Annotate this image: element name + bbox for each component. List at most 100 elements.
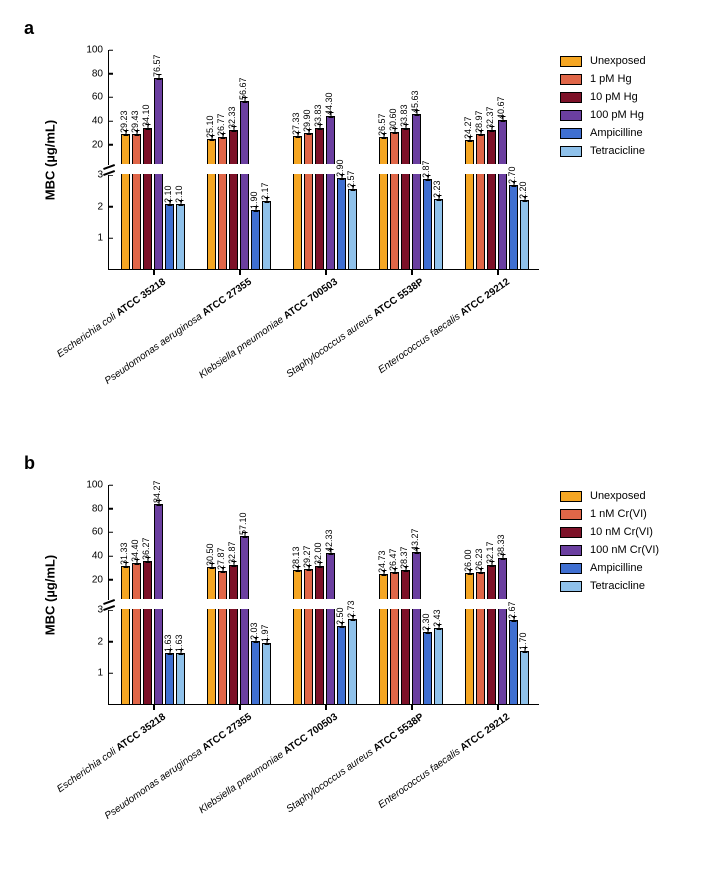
error-bar (352, 615, 353, 621)
bar: 2.87 (423, 179, 432, 270)
bar: 25.10 (207, 139, 216, 270)
y-tick: 100 (86, 480, 109, 491)
error-bar (502, 116, 503, 122)
bar: 2.90 (337, 178, 346, 270)
bar: 33.83 (315, 128, 324, 270)
bar-break-mask (379, 164, 388, 174)
error-bar (394, 568, 395, 574)
legend-swatch (560, 581, 582, 592)
legend-item: Tetracicline (560, 580, 659, 592)
error-bar (330, 549, 331, 555)
legend-label: Tetracicline (590, 145, 645, 157)
bar-break-mask (240, 599, 249, 609)
bar-break-mask (498, 164, 507, 174)
y-axis-title-a: MBC (µg/mL) (43, 120, 58, 200)
bar-break-mask (476, 599, 485, 609)
y-tick: 40 (92, 551, 109, 562)
error-bar (513, 181, 514, 187)
legend-item: 10 nM Cr(VI) (560, 526, 659, 538)
error-bar (416, 110, 417, 116)
bar-break-mask (326, 599, 335, 609)
bar: 2.30 (423, 632, 432, 705)
bar: 32.37 (487, 130, 496, 270)
panel-a: a MBC (µg/mL) 1232040608010029.2329.4334… (0, 0, 726, 435)
error-bar (255, 206, 256, 212)
error-bar (308, 129, 309, 135)
bar-break-mask (293, 164, 302, 174)
legend-item: Ampicilline (560, 562, 659, 574)
error-bar (297, 566, 298, 572)
error-bar (491, 126, 492, 132)
error-bar (211, 135, 212, 141)
bar-break-mask (293, 599, 302, 609)
error-bar (341, 622, 342, 628)
bar-group: 28.1329.2732.0042.332.502.73 (293, 485, 357, 705)
bar: 29.27 (304, 569, 313, 705)
error-bar (266, 197, 267, 203)
error-bar (341, 174, 342, 180)
bar-break-mask (218, 164, 227, 174)
bar: 30.60 (390, 132, 399, 270)
bar-break-mask (304, 599, 313, 609)
bar: 1.63 (176, 653, 185, 705)
legend-item: Unexposed (560, 490, 659, 502)
bar-break-mask (326, 164, 335, 174)
bar: 2.70 (509, 185, 518, 271)
error-bar (180, 649, 181, 655)
bar: 2.10 (176, 204, 185, 271)
y-tick: 20 (92, 574, 109, 585)
error-bar (502, 554, 503, 560)
legend-swatch (560, 527, 582, 538)
axis-break (103, 165, 115, 175)
bar: 1.63 (165, 653, 174, 705)
legend-label: Unexposed (590, 55, 646, 67)
bar-break-mask (229, 164, 238, 174)
bar-break-mask (390, 599, 399, 609)
bar: 31.33 (121, 566, 130, 705)
panel-a-label: a (24, 18, 34, 39)
bar: 2.17 (262, 201, 271, 270)
error-bar (427, 628, 428, 634)
legend-swatch (560, 509, 582, 520)
error-bar (427, 175, 428, 181)
error-bar (524, 196, 525, 202)
legend-label: Ampicilline (590, 562, 643, 574)
error-bar (383, 133, 384, 139)
error-bar (469, 569, 470, 575)
y-tick: 2 (97, 636, 109, 647)
error-bar (211, 563, 212, 569)
bar-break-mask (218, 599, 227, 609)
x-category-label: Staphylococcus aureus ATCC 5538P (280, 270, 426, 380)
legend-swatch (560, 545, 582, 556)
legend-item: 1 pM Hg (560, 73, 646, 85)
legend-item: 100 pM Hg (560, 109, 646, 121)
bar: 2.10 (165, 204, 174, 271)
legend-label: Unexposed (590, 490, 646, 502)
error-bar (319, 562, 320, 568)
bar: 84.27 (154, 504, 163, 705)
bar-break-mask (379, 599, 388, 609)
error-bar (136, 130, 137, 136)
error-bar (394, 128, 395, 134)
bar-break-mask (229, 599, 238, 609)
bar: 27.33 (293, 136, 302, 270)
y-tick: 2 (97, 201, 109, 212)
error-bar (383, 570, 384, 576)
bar: 2.67 (509, 620, 518, 705)
bar-group: 24.2728.9732.3740.672.702.20 (465, 50, 529, 270)
bar: 28.13 (293, 570, 302, 705)
bar: 2.03 (251, 641, 260, 705)
error-bar (158, 74, 159, 80)
legend-swatch (560, 56, 582, 67)
bar: 33.83 (401, 128, 410, 270)
bar-break-mask (412, 599, 421, 609)
bar: 26.23 (476, 572, 485, 705)
bar-break-mask (121, 164, 130, 174)
bar: 44.30 (326, 116, 335, 270)
legend-swatch (560, 92, 582, 103)
bar-break-mask (487, 164, 496, 174)
bar-break-mask (390, 164, 399, 174)
y-tick: 60 (92, 92, 109, 103)
bar: 32.33 (229, 130, 238, 270)
bar-break-mask (412, 164, 421, 174)
